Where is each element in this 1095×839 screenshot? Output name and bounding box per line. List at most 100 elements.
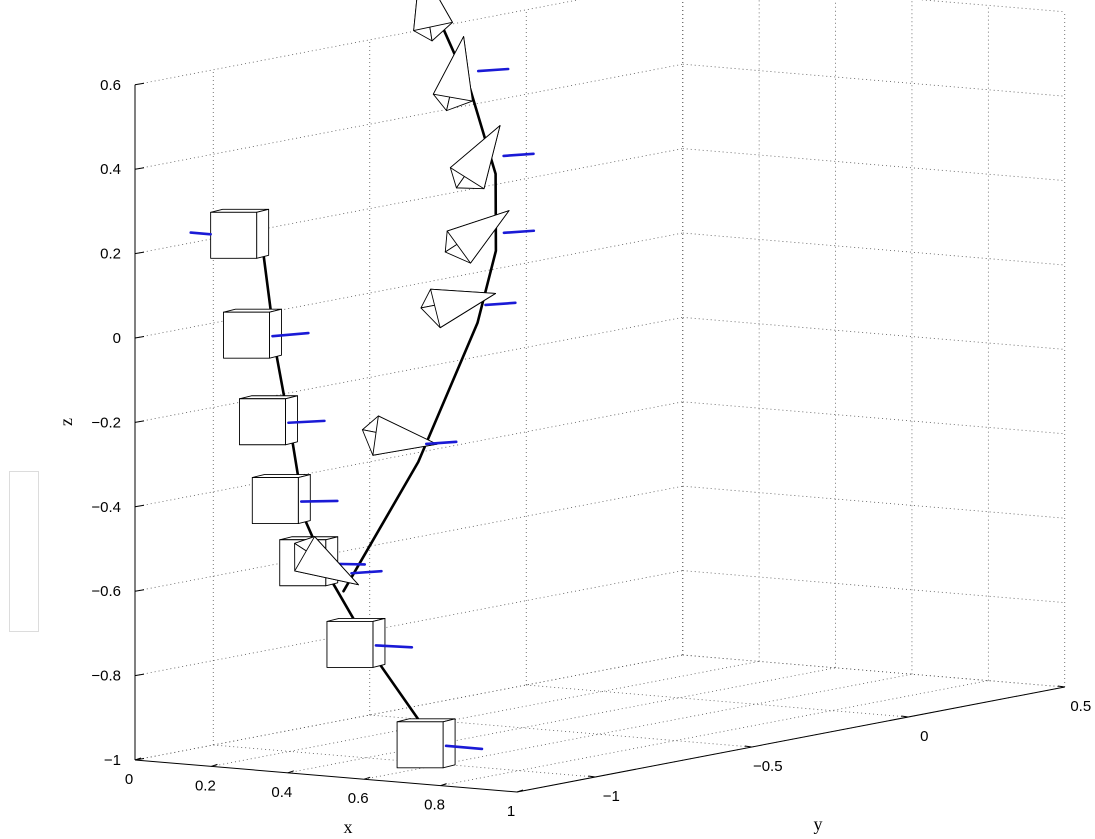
pyramid-face [449,125,501,190]
cube-side-face [256,208,270,259]
grid-line [682,317,1065,350]
z-tick-label: −0.6 [91,583,121,600]
z-tick-label: 0 [113,330,121,347]
z-tick-label: −0.8 [91,668,121,685]
x-tick [287,770,294,774]
grid-line [526,684,909,718]
cube-front-face [223,311,270,359]
y-axis-label: y [814,814,823,834]
grid-line [440,680,989,786]
cube-marker [251,474,311,524]
x-tick-label: 0.8 [424,797,445,814]
grid-line [682,63,1065,97]
cube-side-face [372,617,386,668]
pyramid-marker [294,536,359,586]
cube-front-face [239,398,286,446]
x-tick [364,776,371,780]
grid-line [682,232,1065,266]
pyramid-marker [413,0,453,42]
x-tick [134,757,142,761]
grid-line [134,401,683,508]
y-tick-label: −0.5 [753,758,783,775]
z-tick-label: −1 [104,752,121,769]
orientation-marker [299,499,339,503]
series [189,0,536,769]
grid-line [134,317,683,423]
orientation-marker [271,331,310,338]
x-tick [211,763,218,767]
grid-line [134,570,683,676]
cube-marker [223,308,282,359]
z-tick [134,336,145,339]
z-tick-label: 0.2 [100,246,121,263]
orientation-marker [502,152,535,158]
y-tick [588,775,596,778]
cube-front-face [326,620,374,668]
orientation-marker [350,569,383,575]
orientation-marker [484,301,517,307]
x-axis-label: x [344,817,353,837]
pyramid-marker [420,288,496,329]
cube-marker [210,208,270,259]
orientation-marker [424,440,458,446]
orientation-marker [502,229,536,235]
grid-line [134,0,580,86]
x-tick-label: 0 [125,771,133,788]
z-tick [134,589,145,592]
z-tick-label: 0.4 [100,161,121,178]
pyramid-marker [449,125,501,190]
pyramid-marker [432,36,473,112]
x-tick-label: 0.2 [195,777,216,794]
cube-side-face [442,718,456,769]
y-tick [1057,685,1065,688]
grid-line [682,148,1065,181]
grid-line [287,667,836,774]
grid-line [134,654,683,761]
grid-line [919,0,1065,13]
z-tick [134,167,145,170]
cube-side-face [297,474,311,524]
cube-marker [239,395,298,446]
cube-front-face [251,477,299,524]
y-tick [744,745,752,748]
z-tick-label: 0.6 [100,77,121,94]
orientation-marker [374,644,414,649]
grid-line [682,570,1065,603]
x-tick [440,783,447,787]
orientation-marker [287,419,326,425]
grid-line [211,661,760,767]
x-tick-label: 0.6 [348,790,369,807]
z-tick [134,504,145,508]
y-tick-label: −1 [603,788,620,805]
pyramid-face [294,536,359,586]
cube-side-face [285,395,298,446]
side-panel [9,471,39,632]
cube-front-face [210,211,258,259]
y-tick [901,715,909,718]
pyramid-face [372,415,438,456]
y-tick-label: 0 [920,728,928,745]
pyramid-face [413,0,453,32]
grid-line [134,63,683,170]
pyramid-marker [361,415,438,456]
y-axis-line [516,686,1065,793]
orientation-marker [476,67,510,73]
cube-side-face [269,308,282,359]
pyramid-face [430,288,496,329]
y-tick-label: 0.5 [1070,698,1091,715]
z-tick [134,420,145,423]
grid-line [134,485,683,592]
pyramid-face [446,210,510,264]
cube-front-face [396,721,444,769]
x-tick-label: 1 [507,803,515,820]
z-tick [134,673,145,677]
pyramid-face [432,36,473,102]
grid-line [682,654,1065,688]
x-axis-line [134,759,518,793]
grid-line [682,654,1065,688]
tick-labels: −1 −0.8 −0.6 −0.4 −0.2 0 0.2 0.4 0.6 0 0.2 0.4 0.6 0.… [91,77,1091,820]
orientation-marker [444,744,484,751]
z-tick [134,82,145,86]
cube-marker [396,718,456,769]
